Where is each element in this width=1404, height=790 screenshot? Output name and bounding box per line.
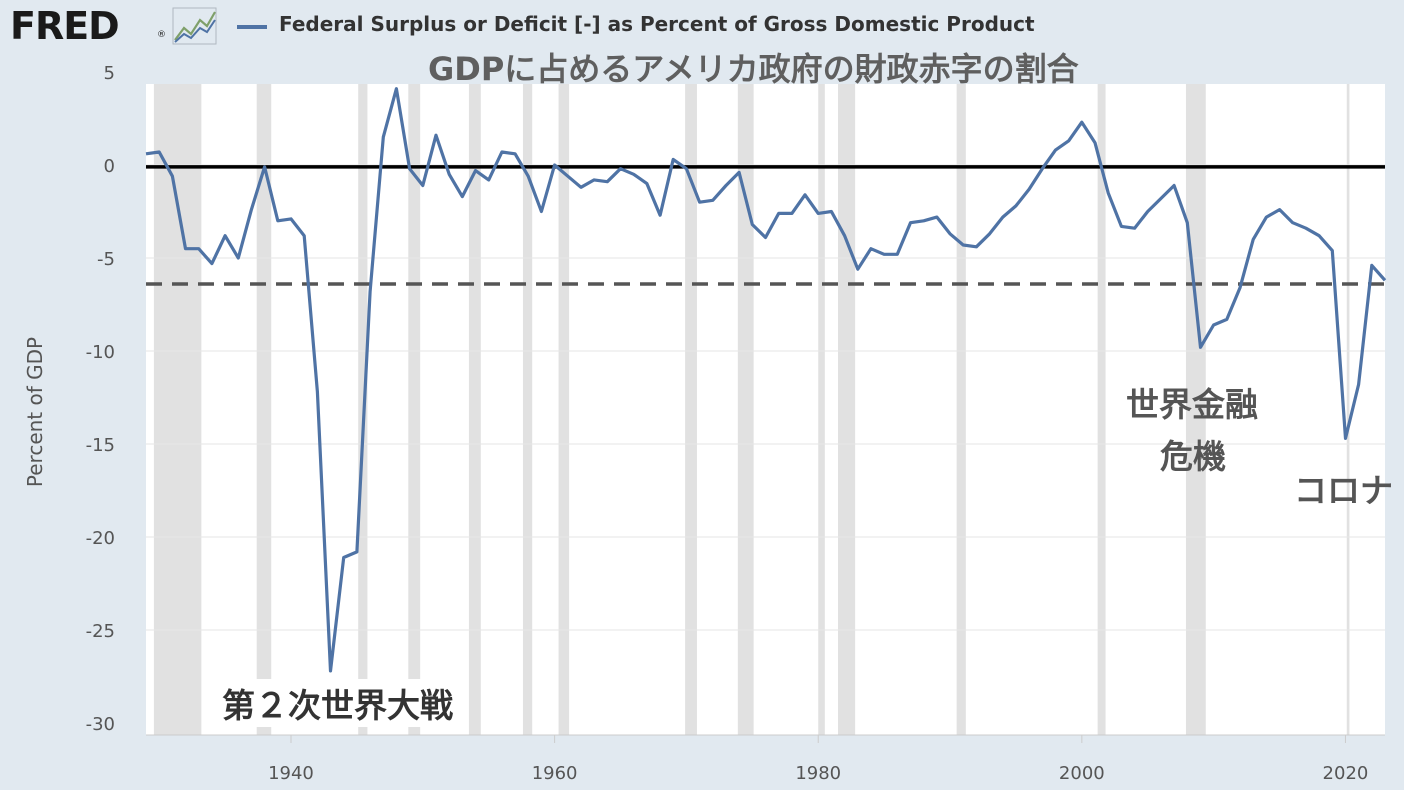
- recession-band-1: [256, 84, 272, 735]
- recession-band-0: [153, 84, 202, 735]
- recession-band-14: [1346, 84, 1350, 735]
- recession-bands: [153, 84, 1350, 735]
- annotation-ww2: 第２次世界大戦: [222, 679, 453, 727]
- plot-area: [146, 84, 1385, 735]
- annotation-covid: コロナ: [1294, 471, 1393, 510]
- x-tick-label: 1940: [268, 763, 314, 784]
- legend-label: Federal Surplus or Deficit [-] as Percen…: [279, 12, 1035, 36]
- overlay-title: GDPに占めるアメリカ政府の財政赤字の割合: [428, 50, 1079, 88]
- y-tick-label: -20: [86, 528, 115, 549]
- recession-band-9: [818, 84, 825, 735]
- y-tick-label: 0: [104, 156, 115, 177]
- x-tick-label: 2000: [1059, 763, 1105, 784]
- recession-band-7: [685, 84, 697, 735]
- y-tick-label: -25: [86, 621, 115, 642]
- reference-lines: [146, 165, 1385, 286]
- series-line: [145, 87, 1387, 673]
- fred-registered-mark: ®: [157, 30, 166, 40]
- recession-band-11: [956, 84, 966, 735]
- x-tick-label: 1980: [795, 763, 841, 784]
- recession-band-5: [522, 84, 533, 735]
- recession-band-12: [1097, 84, 1106, 735]
- recession-band-10: [837, 84, 856, 735]
- x-tick-label: 2020: [1323, 763, 1369, 784]
- y-tick-label: -30: [86, 714, 115, 735]
- y-tick-label: -5: [97, 249, 115, 270]
- annotation-gfc-line2: 危機: [1160, 437, 1226, 476]
- x-tick-labels: 1940 1960 1980 2000 2020: [146, 734, 1385, 784]
- y-tick-label: -10: [86, 342, 115, 363]
- fred-graph-icon: [172, 7, 217, 45]
- y-axis-label: Percent of GDP: [23, 336, 47, 488]
- x-tick-label: 1960: [532, 763, 578, 784]
- gridlines: [146, 164, 1385, 631]
- recession-band-3: [408, 84, 421, 735]
- y-tick-label: -15: [86, 435, 115, 456]
- header: FRED ® Federal Surplus or Deficit [-] as…: [0, 0, 1404, 48]
- recession-band-4: [468, 84, 481, 735]
- annotation-gfc-line1: 世界金融: [1126, 385, 1258, 424]
- recession-band-8: [737, 84, 754, 735]
- y-tick-label: 5: [104, 63, 115, 84]
- y-tick-labels: 5 0 -5 -10 -15 -20 -25 -30: [86, 63, 115, 735]
- legend-swatch: [237, 25, 267, 29]
- recession-band-6: [558, 84, 570, 735]
- fred-logo[interactable]: FRED: [10, 4, 120, 48]
